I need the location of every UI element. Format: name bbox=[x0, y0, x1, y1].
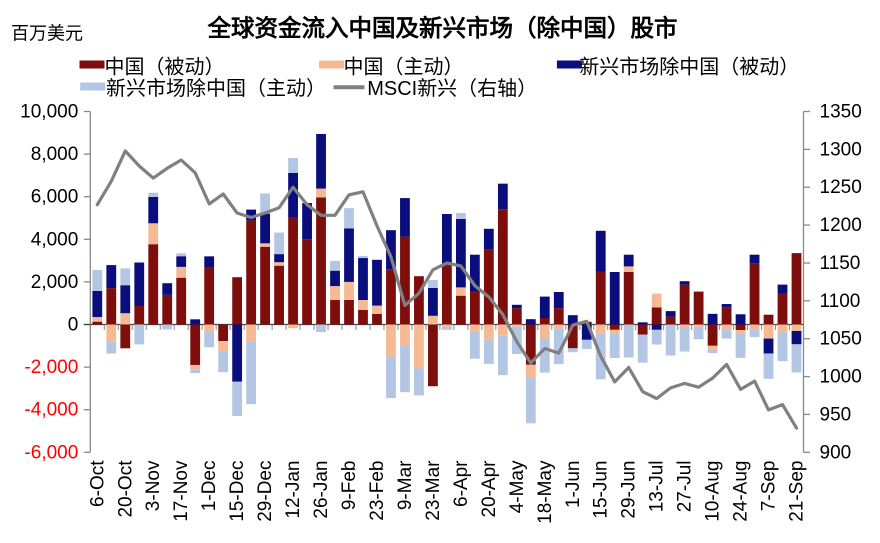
svg-text:百万美元: 百万美元 bbox=[11, 24, 83, 44]
svg-text:4,000: 4,000 bbox=[31, 229, 79, 250]
svg-text:9-Feb: 9-Feb bbox=[339, 461, 360, 511]
svg-text:13-Jul: 13-Jul bbox=[647, 461, 668, 513]
svg-text:1250: 1250 bbox=[820, 177, 862, 198]
svg-text:950: 950 bbox=[820, 404, 852, 425]
svg-text:中国（主动）: 中国（主动） bbox=[344, 56, 464, 79]
svg-text:1-Dec: 1-Dec bbox=[199, 461, 220, 512]
svg-text:900: 900 bbox=[820, 442, 852, 463]
svg-text:26-Jan: 26-Jan bbox=[311, 461, 332, 519]
svg-text:1350: 1350 bbox=[820, 102, 862, 123]
svg-text:23-Feb: 23-Feb bbox=[367, 461, 388, 521]
svg-text:3-Nov: 3-Nov bbox=[143, 460, 164, 511]
svg-text:1100: 1100 bbox=[820, 291, 861, 312]
svg-text:0: 0 bbox=[68, 315, 79, 336]
svg-text:20-Oct: 20-Oct bbox=[115, 460, 136, 518]
svg-text:-4,000: -4,000 bbox=[24, 400, 78, 421]
svg-text:6,000: 6,000 bbox=[31, 187, 79, 208]
svg-text:6-Apr: 6-Apr bbox=[451, 460, 472, 507]
svg-text:17-Nov: 17-Nov bbox=[171, 460, 192, 522]
svg-text:21-Sep: 21-Sep bbox=[787, 461, 808, 522]
svg-text:-6,000: -6,000 bbox=[24, 442, 78, 463]
svg-text:1200: 1200 bbox=[820, 215, 862, 236]
svg-text:7-Sep: 7-Sep bbox=[759, 461, 780, 512]
svg-text:29-Dec: 29-Dec bbox=[255, 461, 276, 522]
svg-text:1050: 1050 bbox=[820, 329, 862, 350]
svg-text:12-Jan: 12-Jan bbox=[283, 461, 304, 519]
svg-text:29-Jun: 29-Jun bbox=[619, 461, 640, 519]
svg-text:全球资金流入中国及新兴市场（除中国）股市: 全球资金流入中国及新兴市场（除中国）股市 bbox=[207, 14, 678, 41]
svg-text:10,000: 10,000 bbox=[20, 102, 78, 123]
svg-text:2,000: 2,000 bbox=[31, 272, 79, 293]
svg-text:新兴市场除中国（主动）: 新兴市场除中国（主动） bbox=[106, 77, 326, 100]
svg-text:27-Jul: 27-Jul bbox=[675, 461, 696, 513]
svg-text:-2,000: -2,000 bbox=[24, 357, 78, 378]
svg-text:1-Jun: 1-Jun bbox=[563, 461, 584, 509]
svg-text:中国（被动）: 中国（被动） bbox=[105, 56, 225, 79]
svg-text:1150: 1150 bbox=[820, 253, 861, 274]
svg-text:8,000: 8,000 bbox=[31, 144, 79, 165]
svg-text:23-Mar: 23-Mar bbox=[423, 460, 444, 521]
svg-text:20-Apr: 20-Apr bbox=[479, 460, 500, 518]
svg-text:18-May: 18-May bbox=[535, 460, 556, 524]
svg-text:MSCI新兴（右轴）: MSCI新兴（右轴） bbox=[367, 77, 537, 100]
svg-text:4-May: 4-May bbox=[507, 460, 528, 513]
svg-text:1300: 1300 bbox=[820, 139, 862, 160]
svg-text:9-Mar: 9-Mar bbox=[395, 460, 416, 510]
svg-text:6-Oct: 6-Oct bbox=[87, 460, 108, 507]
svg-text:10-Aug: 10-Aug bbox=[703, 461, 724, 522]
svg-text:24-Aug: 24-Aug bbox=[731, 461, 752, 522]
svg-text:新兴市场除中国（被动）: 新兴市场除中国（被动） bbox=[579, 56, 799, 79]
svg-text:15-Dec: 15-Dec bbox=[227, 461, 248, 522]
svg-text:15-Jun: 15-Jun bbox=[591, 461, 612, 519]
svg-text:1000: 1000 bbox=[820, 367, 862, 388]
